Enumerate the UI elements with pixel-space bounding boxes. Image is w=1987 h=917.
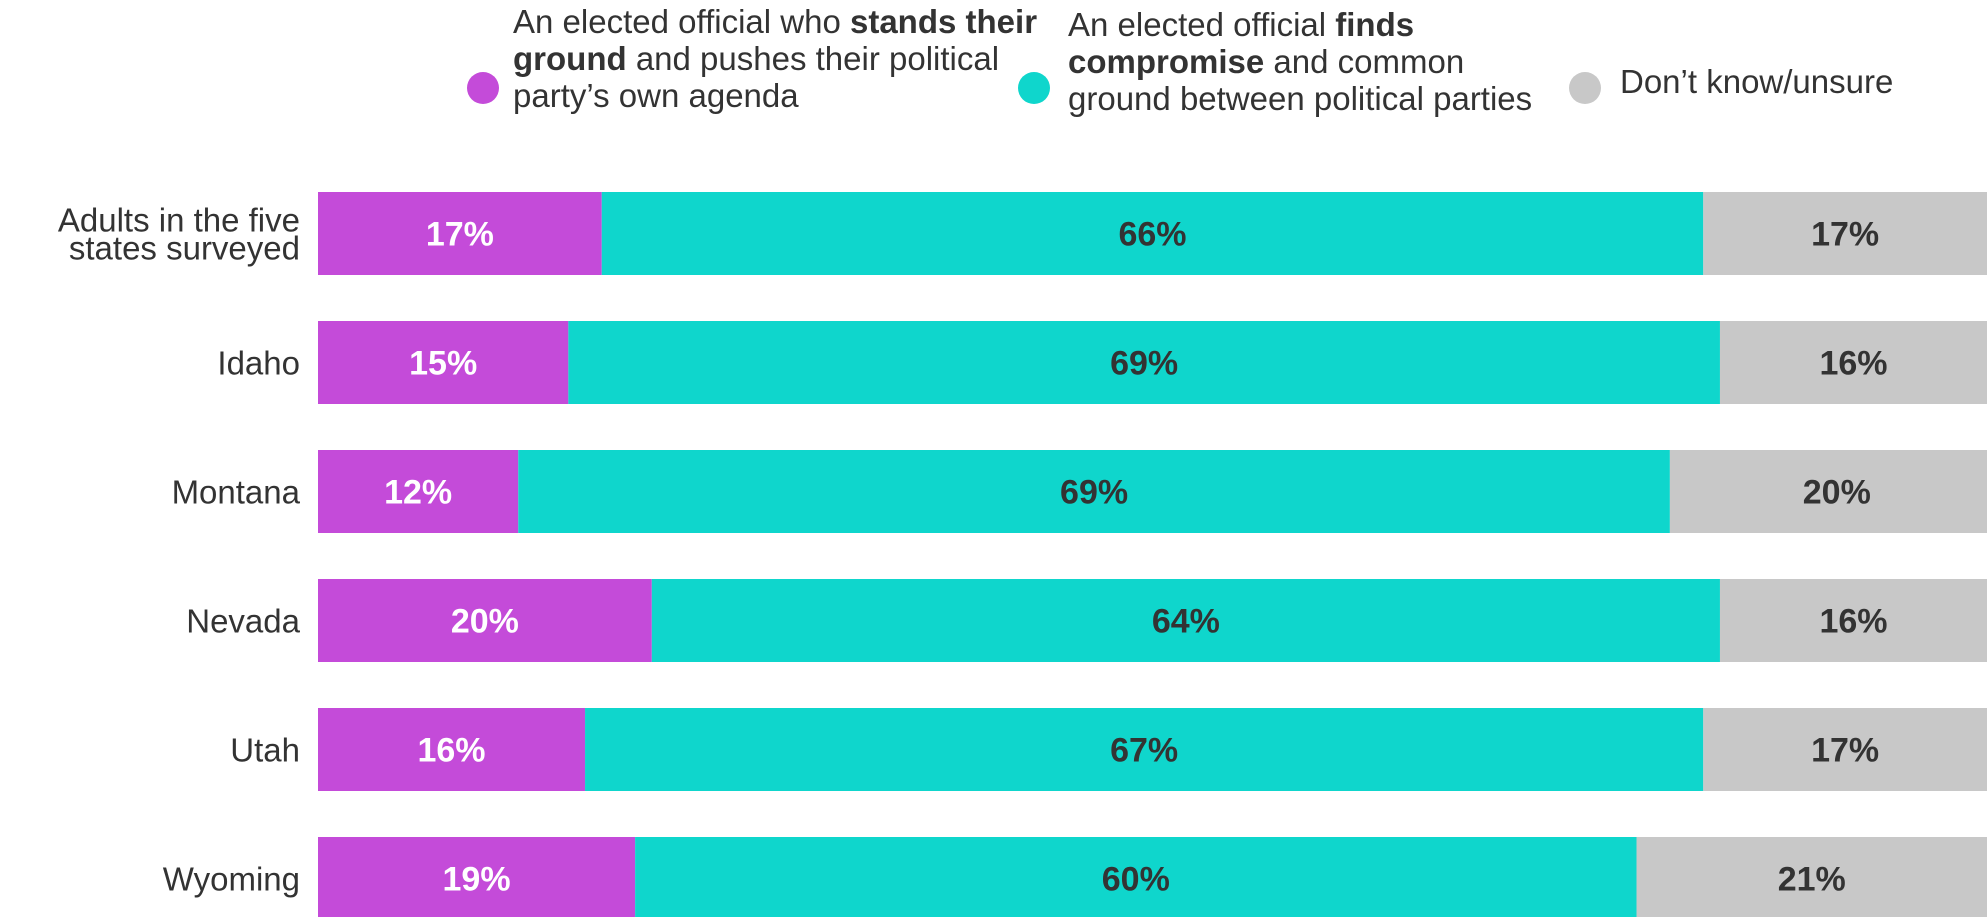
category-label: Wyoming [163, 861, 300, 898]
data-label: 16% [1819, 603, 1887, 641]
bar-segment-3 [1719, 321, 1987, 404]
bar-segment-2 [601, 192, 1704, 275]
bar-segment-2 [635, 837, 1637, 917]
bar-segment-2 [585, 708, 1704, 791]
data-label: 12% [384, 474, 452, 512]
data-label: 69% [1110, 345, 1178, 383]
data-label: 16% [1819, 345, 1887, 383]
category-label: Idaho [217, 345, 300, 382]
data-label: 15% [409, 345, 477, 383]
data-label: 17% [1811, 732, 1879, 770]
legend-swatch-3-icon [1569, 72, 1601, 104]
bar-segment-1 [318, 708, 586, 791]
bar-segment-2 [568, 321, 1720, 404]
category-label: Utah [230, 732, 300, 769]
category-label: Montana [172, 474, 301, 511]
data-label: 21% [1778, 861, 1846, 899]
data-label: 17% [1811, 216, 1879, 254]
category-label: Adults in the five states surveyed [58, 202, 300, 267]
legend-label-1: An elected official who stands their grou… [513, 3, 1037, 114]
category-label: Nevada [186, 603, 300, 640]
data-label: 60% [1102, 861, 1170, 899]
legend-swatch-1-icon [467, 72, 499, 104]
data-label: 69% [1060, 474, 1128, 512]
data-label: 67% [1110, 732, 1178, 770]
bar-segment-1 [318, 450, 519, 533]
data-label: 20% [1803, 474, 1871, 512]
bar-segment-3 [1703, 708, 1987, 791]
legend-label-3: Don’t know/unsure [1620, 63, 1893, 100]
bar-segment-3 [1669, 450, 1987, 533]
chart-legend: An elected official who stands their grou… [467, 3, 1893, 117]
bars-group [318, 192, 1987, 917]
category-labels: Adults in the five states surveyed Idaho Mo… [58, 202, 301, 898]
value-labels: 17% 66% 17% 15% 69% 16% 12% 69% 20% 20% 64% 16% 16% 6… [384, 216, 1887, 899]
legend-label-2: An elected official finds compromise and … [1068, 6, 1532, 117]
data-label: 19% [443, 861, 511, 899]
bar-segment-1 [318, 837, 636, 917]
legend-swatch-2-icon [1018, 72, 1050, 104]
bar-segment-2 [651, 579, 1720, 662]
data-label: 16% [417, 732, 485, 770]
data-label: 66% [1118, 216, 1186, 254]
bar-segment-2 [518, 450, 1670, 533]
bar-segment-1 [318, 192, 602, 275]
data-label: 17% [426, 216, 494, 254]
data-label: 64% [1152, 603, 1220, 641]
bar-segment-3 [1719, 579, 1987, 662]
bar-segment-3 [1703, 192, 1987, 275]
data-label: 20% [451, 603, 519, 641]
bar-segment-1 [318, 579, 652, 662]
bar-segment-3 [1636, 837, 1987, 917]
bar-segment-1 [318, 321, 569, 404]
